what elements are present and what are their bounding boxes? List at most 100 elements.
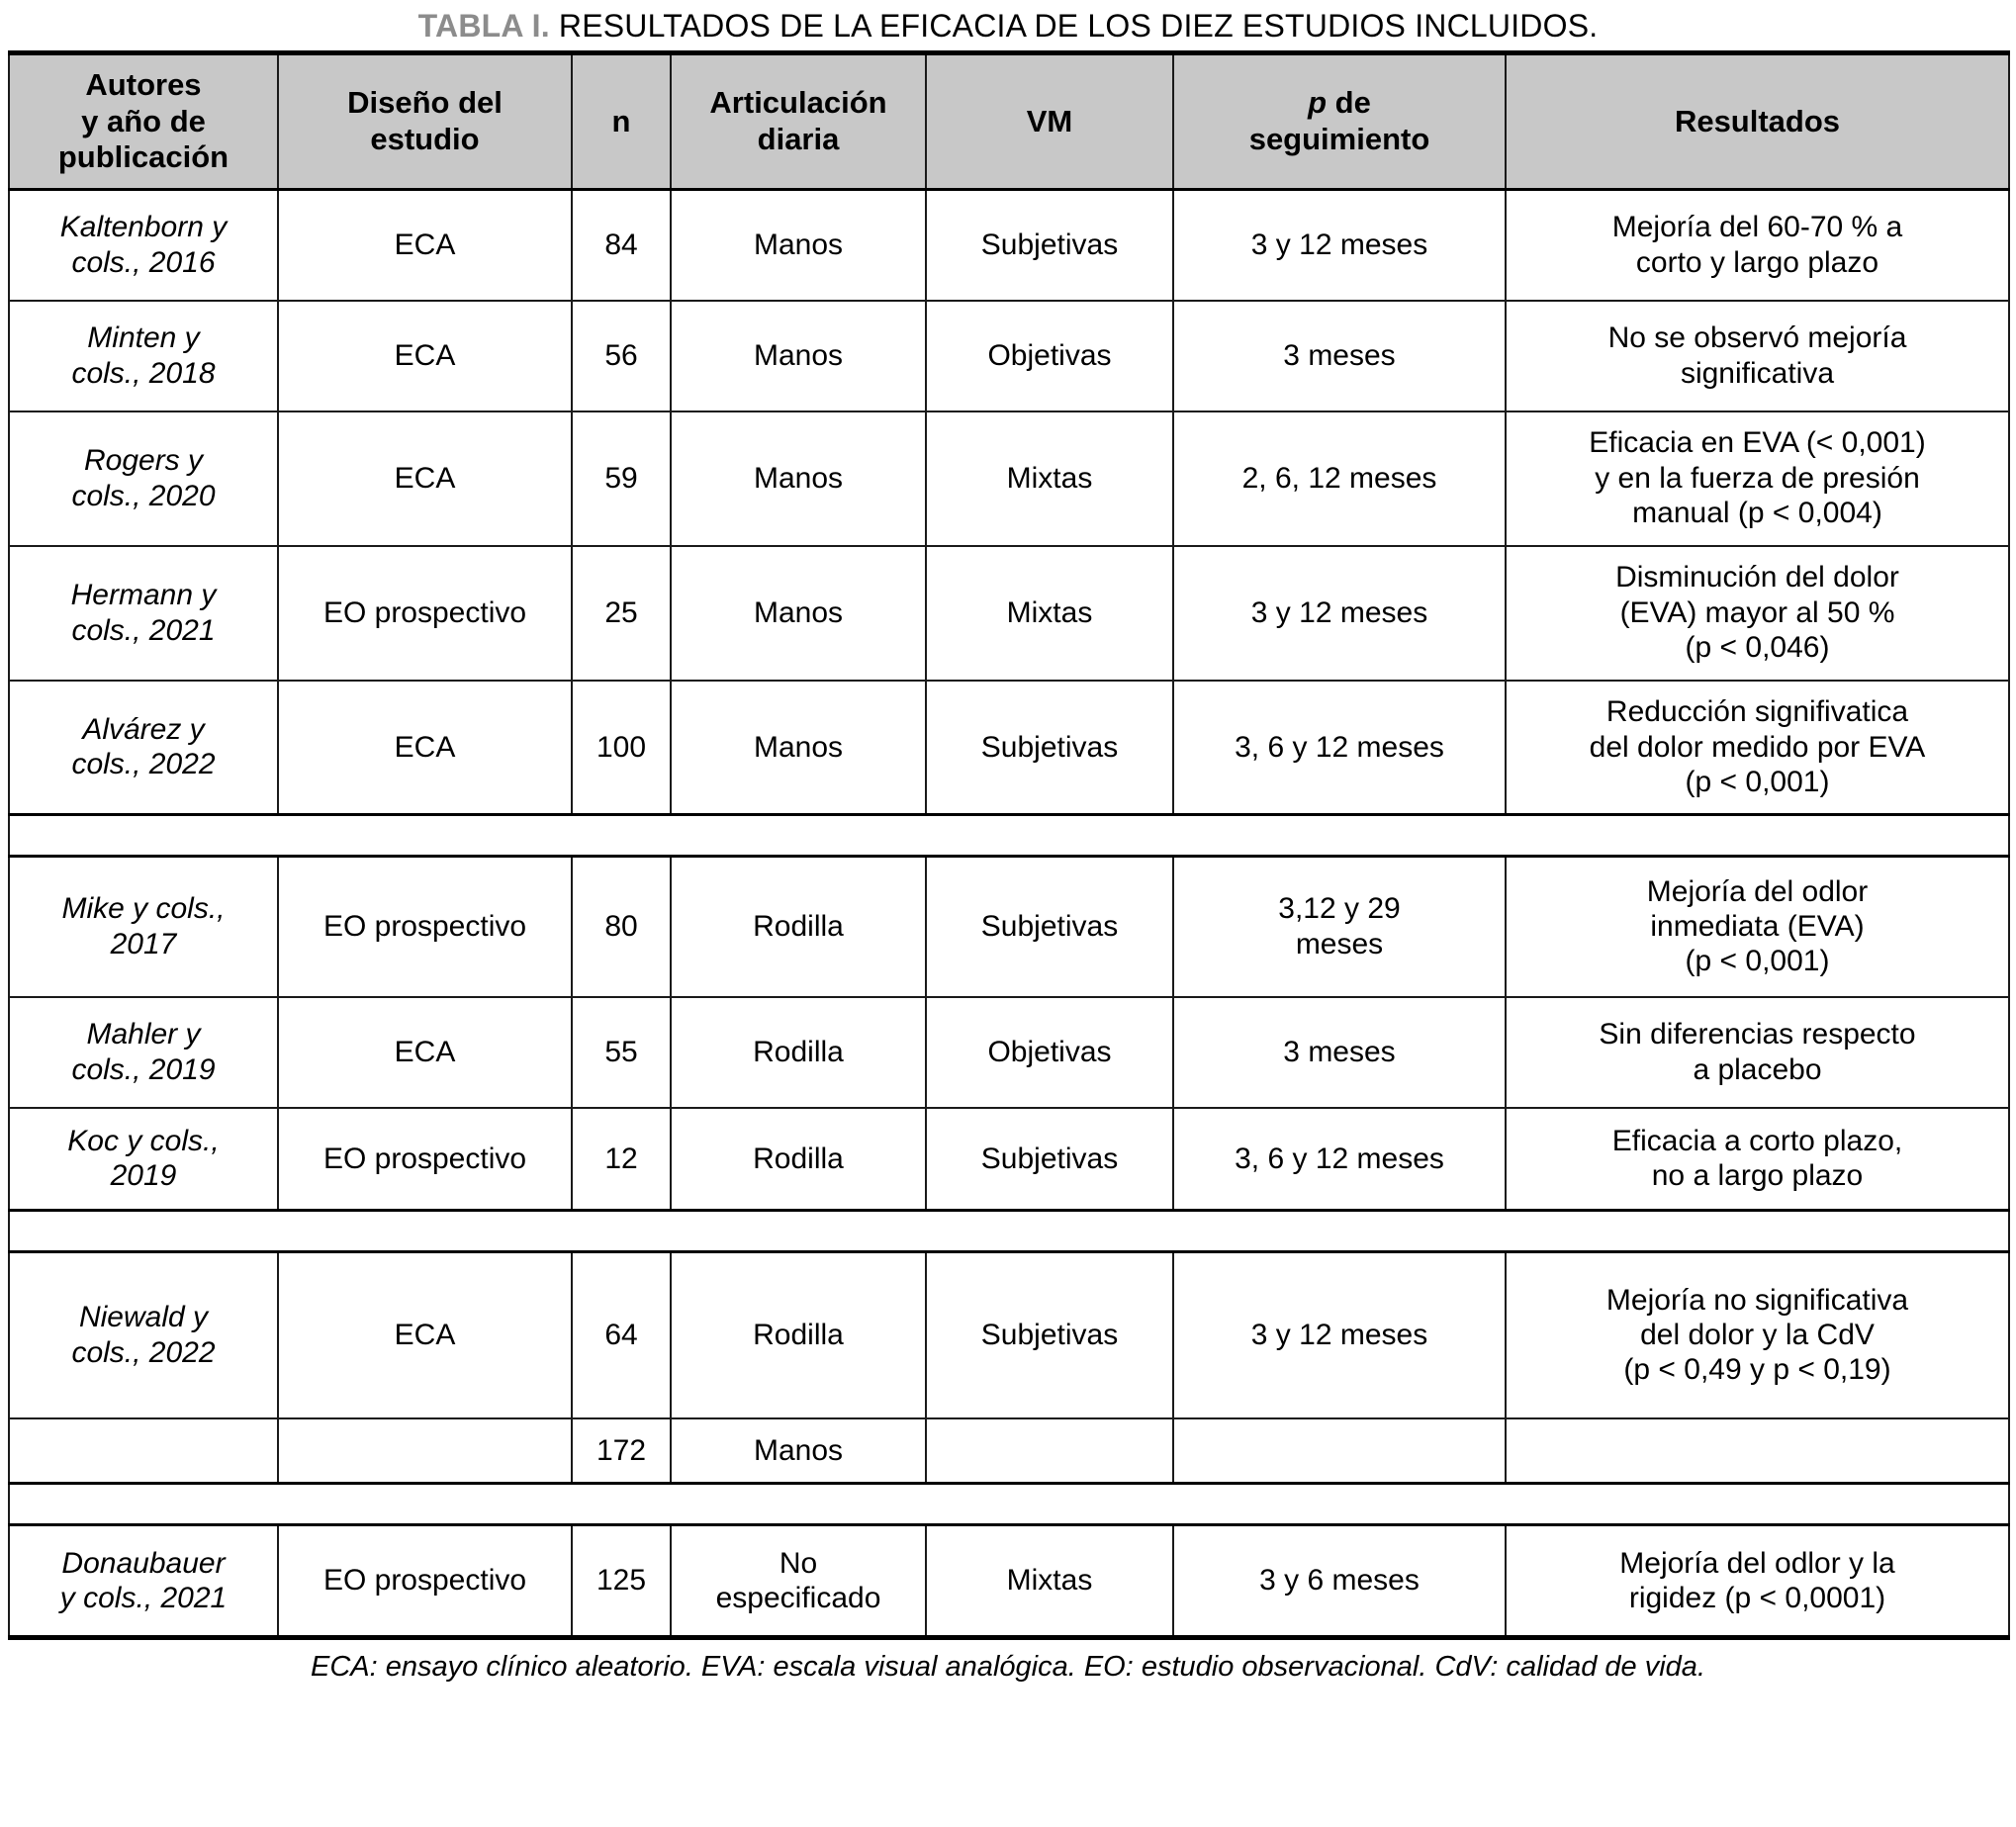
cell-followup: 3,12 y 29 meses [1172, 855, 1507, 998]
cell-followup: 3 y 12 meses [1172, 188, 1507, 302]
spacer-cell [8, 813, 2010, 858]
table-title: TABLA I. RESULTADOS DE LA EFICACIA DE LO… [0, 0, 2016, 50]
cell-results [1505, 1416, 2010, 1485]
cell-design: ECA [277, 679, 573, 816]
table-header: Autores y año de publicación Diseño del … [8, 50, 2010, 191]
table-row: Kaltenborn y cols., 2016 ECA 84 Manos Su… [8, 188, 2010, 302]
cell-design: ECA [277, 410, 573, 547]
table-row: Koc y cols., 2019 EO prospectivo 12 Rodi… [8, 1106, 2010, 1212]
cell-results: Eficacia en EVA (< 0,001) y en la fuerza… [1505, 410, 2010, 547]
cell-n: 80 [571, 855, 672, 998]
cell-authors: Alvárez y cols., 2022 [8, 679, 279, 816]
cell-vm [925, 1416, 1174, 1485]
cell-authors: Mike y cols., 2017 [8, 855, 279, 998]
cell-design [277, 1416, 573, 1485]
cell-followup: 3 y 6 meses [1172, 1523, 1507, 1640]
cell-joint: Manos [670, 188, 927, 302]
column-header-followup: p de seguimiento [1172, 50, 1507, 191]
cell-design: ECA [277, 299, 573, 412]
cell-results: Eficacia a corto plazo, no a largo plazo [1505, 1106, 2010, 1212]
cell-followup: 3 y 12 meses [1172, 544, 1507, 682]
table-row: Niewald y cols., 2022 ECA 64 Rodilla Sub… [8, 1250, 2010, 1419]
cell-design: EO prospectivo [277, 855, 573, 998]
cell-authors: Kaltenborn y cols., 2016 [8, 188, 279, 302]
spacer-cell [8, 1209, 2010, 1253]
table-header-row: Autores y año de publicación Diseño del … [8, 50, 2010, 191]
cell-authors: Niewald y cols., 2022 [8, 1250, 279, 1419]
table-row: Mahler y cols., 2019 ECA 55 Rodilla Obje… [8, 995, 2010, 1109]
efficacy-results-table: Autores y año de publicación Diseño del … [8, 50, 2010, 1640]
cell-n: 59 [571, 410, 672, 547]
cell-vm: Subjetivas [925, 1106, 1174, 1212]
table-row: 172 Manos [8, 1416, 2010, 1485]
cell-n: 125 [571, 1523, 672, 1640]
cell-results: Reducción signifivatica del dolor medido… [1505, 679, 2010, 816]
cell-vm: Mixtas [925, 544, 1174, 682]
cell-n: 172 [571, 1416, 672, 1485]
cell-n: 100 [571, 679, 672, 816]
cell-followup: 3, 6 y 12 meses [1172, 679, 1507, 816]
table-row: Hermann y cols., 2021 EO prospectivo 25 … [8, 544, 2010, 682]
cell-vm: Objetivas [925, 995, 1174, 1109]
cell-vm: Objetivas [925, 299, 1174, 412]
cell-design: EO prospectivo [277, 1523, 573, 1640]
cell-joint: Rodilla [670, 1250, 927, 1419]
section-spacer-row [8, 1482, 2010, 1526]
cell-followup: 3 meses [1172, 995, 1507, 1109]
spacer-cell [8, 1482, 2010, 1526]
table-row: Rogers y cols., 2020 ECA 59 Manos Mixtas… [8, 410, 2010, 547]
cell-n: 25 [571, 544, 672, 682]
table-row: Minten y cols., 2018 ECA 56 Manos Objeti… [8, 299, 2010, 412]
cell-joint: Manos [670, 544, 927, 682]
table-row: Alvárez y cols., 2022 ECA 100 Manos Subj… [8, 679, 2010, 816]
cell-results: Disminución del dolor (EVA) mayor al 50 … [1505, 544, 2010, 682]
cell-vm: Subjetivas [925, 855, 1174, 998]
cell-followup: 3 meses [1172, 299, 1507, 412]
cell-authors: Rogers y cols., 2020 [8, 410, 279, 547]
cell-followup [1172, 1416, 1507, 1485]
cell-authors [8, 1416, 279, 1485]
cell-authors: Mahler y cols., 2019 [8, 995, 279, 1109]
cell-n: 55 [571, 995, 672, 1109]
cell-joint: Rodilla [670, 995, 927, 1109]
column-header-vm: VM [925, 50, 1174, 191]
cell-authors: Koc y cols., 2019 [8, 1106, 279, 1212]
table-number: TABLA I. [417, 8, 550, 44]
column-header-design: Diseño del estudio [277, 50, 573, 191]
cell-n: 64 [571, 1250, 672, 1419]
cell-authors: Minten y cols., 2018 [8, 299, 279, 412]
cell-followup: 3, 6 y 12 meses [1172, 1106, 1507, 1212]
cell-vm: Subjetivas [925, 188, 1174, 302]
cell-vm: Subjetivas [925, 1250, 1174, 1419]
table-footnote: ECA: ensayo clínico aleatorio. EVA: esca… [311, 1651, 1705, 1683]
section-spacer-row [8, 1209, 2010, 1253]
table-caption: RESULTADOS DE LA EFICACIA DE LOS DIEZ ES… [549, 8, 1599, 44]
cell-design: ECA [277, 188, 573, 302]
table-body: Kaltenborn y cols., 2016 ECA 84 Manos Su… [8, 188, 2010, 1640]
table-row: Mike y cols., 2017 EO prospectivo 80 Rod… [8, 855, 2010, 998]
cell-followup: 2, 6, 12 meses [1172, 410, 1507, 547]
cell-design: EO prospectivo [277, 1106, 573, 1212]
cell-joint: No especificado [670, 1523, 927, 1640]
cell-n: 12 [571, 1106, 672, 1212]
cell-results: No se observó mejoría significativa [1505, 299, 2010, 412]
cell-authors: Donaubauer y cols., 2021 [8, 1523, 279, 1640]
cell-n: 56 [571, 299, 672, 412]
cell-n: 84 [571, 188, 672, 302]
cell-results: Sin diferencias respecto a placebo [1505, 995, 2010, 1109]
cell-vm: Subjetivas [925, 679, 1174, 816]
cell-design: ECA [277, 995, 573, 1109]
cell-joint: Rodilla [670, 855, 927, 998]
cell-results: Mejoría del odlor y la rigidez (p < 0,00… [1505, 1523, 2010, 1640]
cell-joint: Rodilla [670, 1106, 927, 1212]
cell-joint: Manos [670, 679, 927, 816]
cell-authors: Hermann y cols., 2021 [8, 544, 279, 682]
cell-vm: Mixtas [925, 410, 1174, 547]
cell-results: Mejoría del 60-70 % a corto y largo plaz… [1505, 188, 2010, 302]
cell-joint: Manos [670, 410, 927, 547]
section-spacer-row [8, 813, 2010, 858]
cell-results: Mejoría no significativa del dolor y la … [1505, 1250, 2010, 1419]
cell-joint: Manos [670, 1416, 927, 1485]
cell-followup: 3 y 12 meses [1172, 1250, 1507, 1419]
